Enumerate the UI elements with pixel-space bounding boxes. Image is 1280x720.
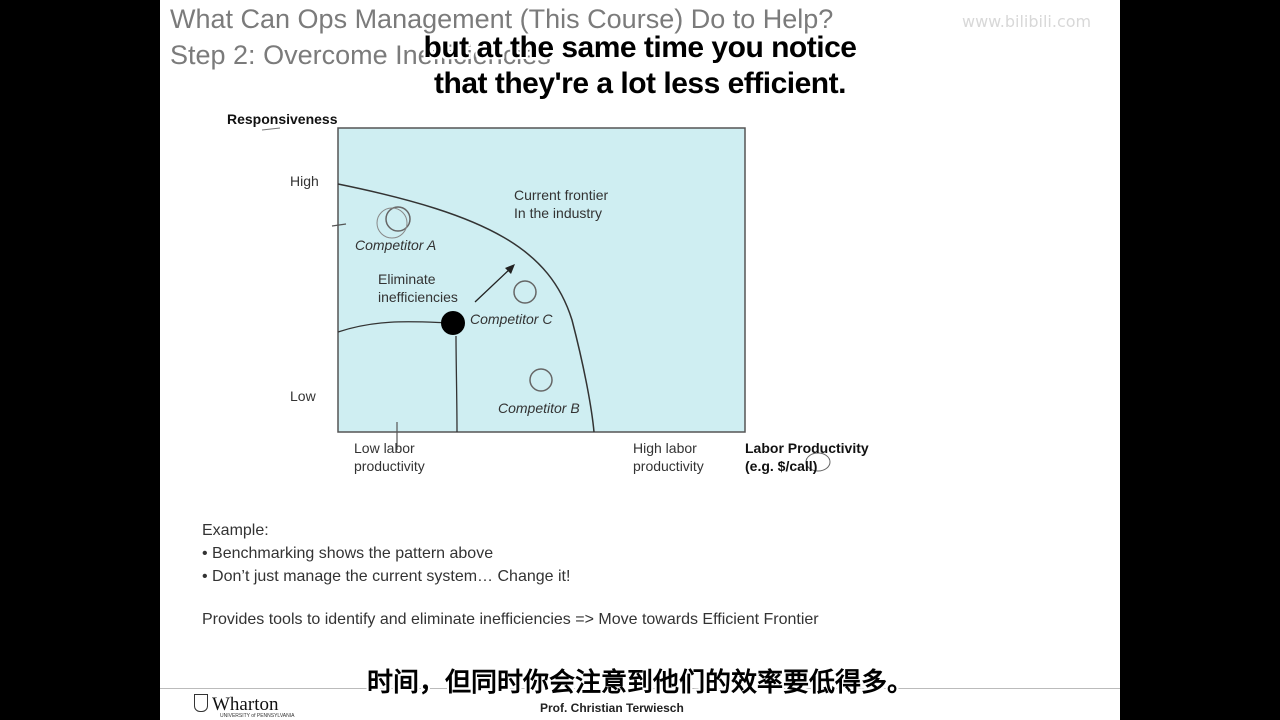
slide-title: What Can Ops Management (This Course) Do… xyxy=(170,4,834,34)
y-high-label: High xyxy=(290,173,319,189)
x-low-label-line1: Low labor xyxy=(354,440,415,456)
presenter-name: Prof. Christian Terwiesch xyxy=(540,701,684,715)
wharton-logo: Wharton xyxy=(194,694,278,716)
x-high-label-line1: High labor xyxy=(633,440,697,456)
annotation-tick xyxy=(331,223,347,227)
competitor-c-marker xyxy=(441,311,465,335)
wharton-shield-icon xyxy=(194,694,208,712)
x-axis-label-line2: (e.g. $/call) xyxy=(745,458,818,474)
wharton-logo-text: Wharton xyxy=(212,694,279,715)
eliminate-inefficiencies-arrow xyxy=(474,267,512,303)
x-axis-label: Labor Productivity (e.g. $/call) xyxy=(745,439,869,475)
english-subtitle: but at the same time you notice that the… xyxy=(300,30,980,102)
competitor-a-marker xyxy=(385,206,411,232)
x-low-label: Low labor productivity xyxy=(354,439,425,475)
x-axis-label-line1: Labor Productivity xyxy=(745,440,869,456)
frontier-label: Current frontier In the industry xyxy=(514,186,608,222)
frontier-competitor-marker xyxy=(513,280,537,304)
example-bullet-2: • Don’t just manage the current system… … xyxy=(202,568,571,585)
eliminate-label-line2: inefficiencies xyxy=(378,289,458,305)
wharton-logo-subtext: UNIVERSITY of PENNSYLVANIA xyxy=(220,713,295,719)
english-subtitle-line2: that they're a lot less efficient. xyxy=(434,67,846,100)
frontier-label-line1: Current frontier xyxy=(514,187,609,203)
frontier-chart xyxy=(261,127,831,472)
example-bullet-1: • Benchmarking shows the pattern above xyxy=(202,545,494,562)
competitor-a-label: Competitor A xyxy=(355,237,437,253)
slide-subtitle: Step 2: Overcome Inefficiencies xyxy=(170,40,551,70)
chinese-subtitle: 时间，但同时你会注意到他们的效率要低得多。 xyxy=(366,668,913,698)
eliminate-label-line1: Eliminate xyxy=(378,271,436,287)
x-high-label: High labor productivity xyxy=(633,439,704,475)
x-low-label-line2: productivity xyxy=(354,458,425,474)
current-position-drop xyxy=(455,335,458,433)
y-low-label: Low xyxy=(290,388,316,404)
plot-area xyxy=(337,127,746,433)
summary-text: Provides tools to identify and eliminate… xyxy=(202,611,819,628)
frontier-label-line2: In the industry xyxy=(514,205,602,221)
competitor-c-label: Competitor C xyxy=(470,311,553,327)
eliminate-label: Eliminate inefficiencies xyxy=(378,270,458,306)
efficient-frontier-curve xyxy=(337,183,595,433)
annotation-circle xyxy=(805,452,831,472)
slide: What Can Ops Management (This Course) Do… xyxy=(160,0,1120,720)
competitor-a-marker-annotation xyxy=(376,207,408,239)
bilibili-watermark: www.bilibili.com xyxy=(962,12,1092,31)
y-axis-label: Responsiveness xyxy=(227,111,338,127)
competitor-b-marker xyxy=(529,368,553,392)
english-subtitle-line1: but at the same time you notice xyxy=(423,31,857,64)
x-high-label-line2: productivity xyxy=(633,458,704,474)
footer-divider xyxy=(160,688,1120,689)
arrow-head xyxy=(505,264,515,274)
example-heading: Example: xyxy=(202,522,269,539)
competitor-b-label: Competitor B xyxy=(498,400,580,416)
annotation-underline xyxy=(261,127,281,131)
